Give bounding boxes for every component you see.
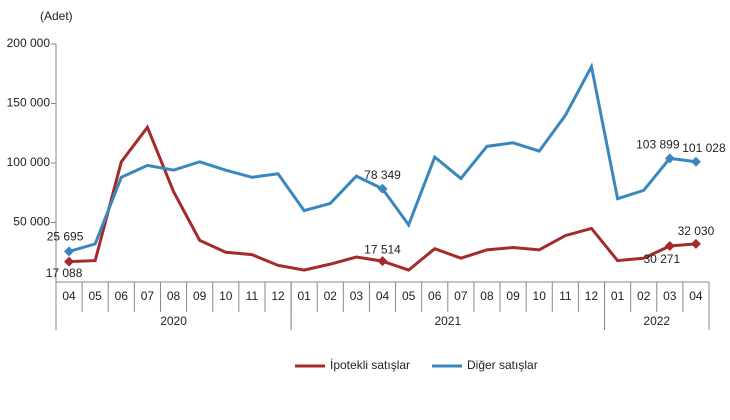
x-tick-label: 10 xyxy=(533,289,547,303)
x-tick-label: 03 xyxy=(350,289,364,303)
y-tick-label: 50 000 xyxy=(13,215,50,229)
x-tick-label: 04 xyxy=(689,289,703,303)
point-marker xyxy=(690,238,701,249)
legend-label: Diğer satışlar xyxy=(467,358,538,372)
value-label: 78 349 xyxy=(364,168,401,182)
x-tick-label: 12 xyxy=(271,289,285,303)
x-tick-label: 02 xyxy=(324,289,338,303)
value-label: 32 030 xyxy=(678,224,715,238)
x-tick-label: 01 xyxy=(611,289,625,303)
point-marker xyxy=(64,256,75,267)
value-label: 30 271 xyxy=(643,252,680,266)
x-tick-label: 08 xyxy=(480,289,494,303)
point-marker xyxy=(377,256,388,267)
x-tick-label: 02 xyxy=(637,289,651,303)
group-label: 2020 xyxy=(160,314,187,328)
point-marker xyxy=(664,240,675,251)
x-tick-label: 01 xyxy=(297,289,311,303)
y-axis-label: (Adet) xyxy=(40,9,73,23)
x-tick-label: 05 xyxy=(402,289,416,303)
value-label: 103 899 xyxy=(636,138,680,152)
y-tick-label: 100 000 xyxy=(7,155,51,169)
x-tick-label: 10 xyxy=(219,289,233,303)
y-tick-label: 200 000 xyxy=(7,36,51,50)
x-tick-label: 03 xyxy=(663,289,677,303)
x-tick-label: 11 xyxy=(559,289,572,303)
group-label: 2022 xyxy=(643,314,670,328)
x-tick-label: 11 xyxy=(246,289,259,303)
point-marker xyxy=(664,153,675,164)
x-tick-label: 04 xyxy=(376,289,390,303)
x-tick-label: 09 xyxy=(506,289,520,303)
x-tick-label: 07 xyxy=(141,289,155,303)
x-tick-label: 06 xyxy=(428,289,442,303)
value-label: 101 028 xyxy=(682,141,726,155)
x-tick-label: 09 xyxy=(193,289,207,303)
point-marker xyxy=(690,156,701,167)
group-label: 2021 xyxy=(434,314,461,328)
value-label: 17 088 xyxy=(46,266,83,280)
y-tick-label: 150 000 xyxy=(7,96,51,110)
x-tick-label: 05 xyxy=(89,289,103,303)
x-tick-label: 12 xyxy=(585,289,599,303)
series-line xyxy=(68,62,697,253)
x-tick-label: 08 xyxy=(167,289,181,303)
value-label: 25 695 xyxy=(47,230,84,244)
x-tick-label: 06 xyxy=(115,289,129,303)
point-marker xyxy=(64,246,75,257)
legend-label: İpotekli satışlar xyxy=(330,358,410,372)
x-tick-label: 07 xyxy=(454,289,468,303)
point-marker xyxy=(377,183,388,194)
x-tick-label: 04 xyxy=(62,289,76,303)
value-label: 17 514 xyxy=(364,242,401,256)
